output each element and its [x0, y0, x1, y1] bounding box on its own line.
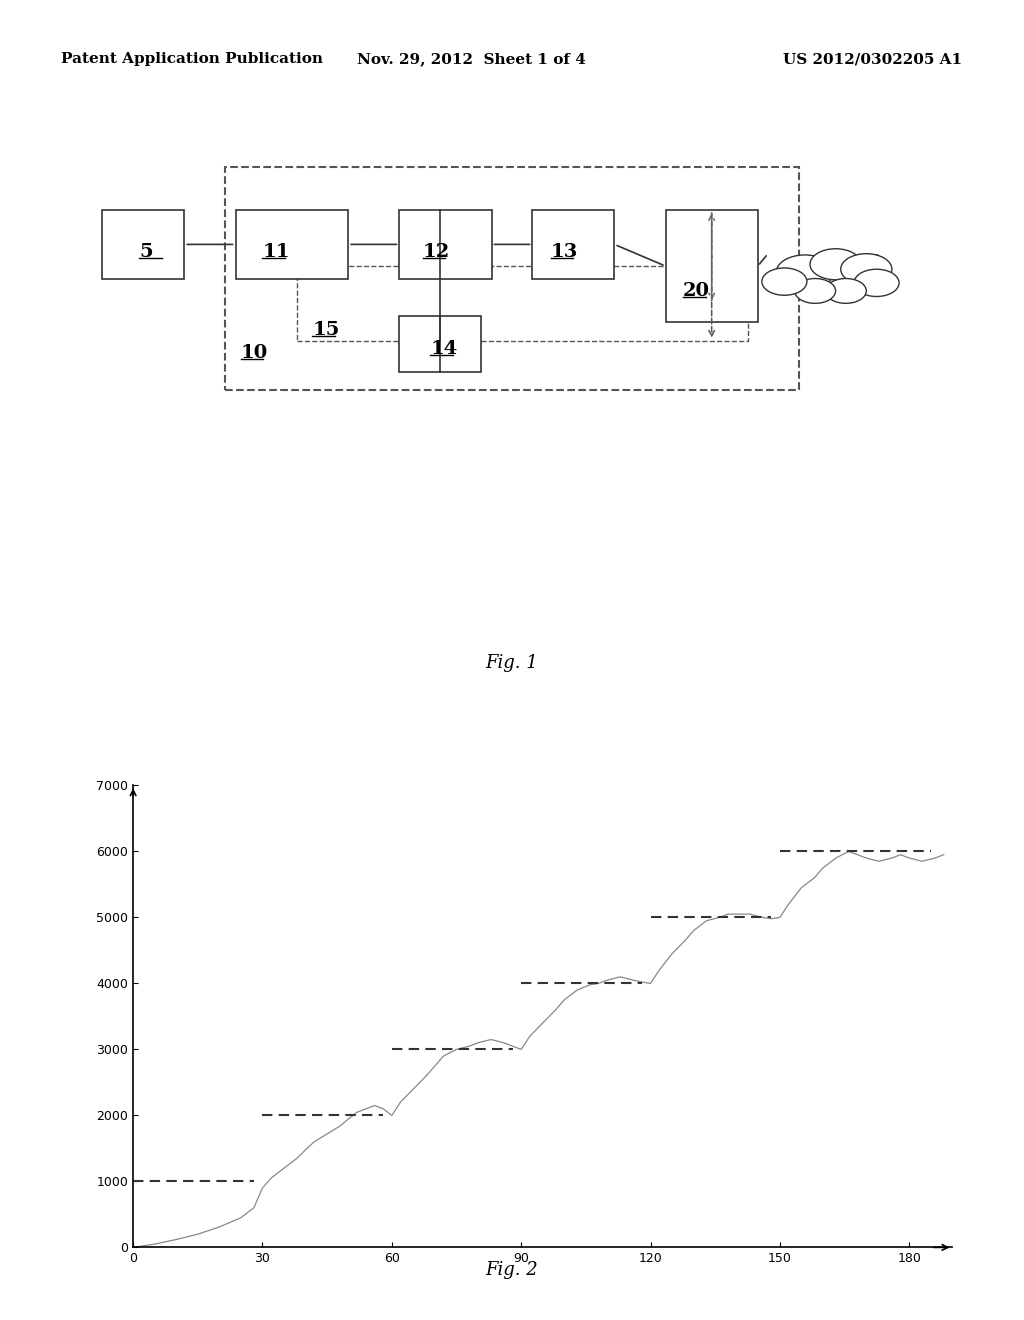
Text: Patent Application Publication: Patent Application Publication — [61, 53, 324, 66]
FancyBboxPatch shape — [666, 210, 758, 322]
Text: Fig. 2: Fig. 2 — [485, 1261, 539, 1279]
Text: US 2012/0302205 A1: US 2012/0302205 A1 — [783, 53, 963, 66]
Text: 14: 14 — [430, 341, 458, 358]
FancyBboxPatch shape — [236, 210, 348, 279]
FancyBboxPatch shape — [532, 210, 614, 279]
Text: 15: 15 — [312, 321, 340, 339]
FancyBboxPatch shape — [102, 210, 184, 279]
Circle shape — [762, 268, 807, 296]
FancyBboxPatch shape — [399, 315, 481, 372]
Circle shape — [841, 253, 892, 285]
Text: 11: 11 — [262, 243, 290, 260]
Text: 20: 20 — [683, 281, 710, 300]
FancyBboxPatch shape — [225, 166, 799, 391]
Text: 30: 30 — [856, 253, 883, 272]
Text: 13: 13 — [551, 243, 579, 260]
Text: 10: 10 — [241, 343, 268, 362]
Circle shape — [854, 269, 899, 297]
Circle shape — [795, 279, 836, 304]
Text: Nov. 29, 2012  Sheet 1 of 4: Nov. 29, 2012 Sheet 1 of 4 — [356, 53, 586, 66]
Circle shape — [825, 279, 866, 304]
FancyBboxPatch shape — [399, 210, 492, 279]
Text: 5: 5 — [139, 243, 153, 260]
Text: 12: 12 — [423, 243, 451, 260]
Text: Fig. 1: Fig. 1 — [485, 655, 539, 672]
Circle shape — [776, 255, 834, 289]
FancyBboxPatch shape — [297, 267, 748, 341]
Circle shape — [810, 248, 861, 280]
